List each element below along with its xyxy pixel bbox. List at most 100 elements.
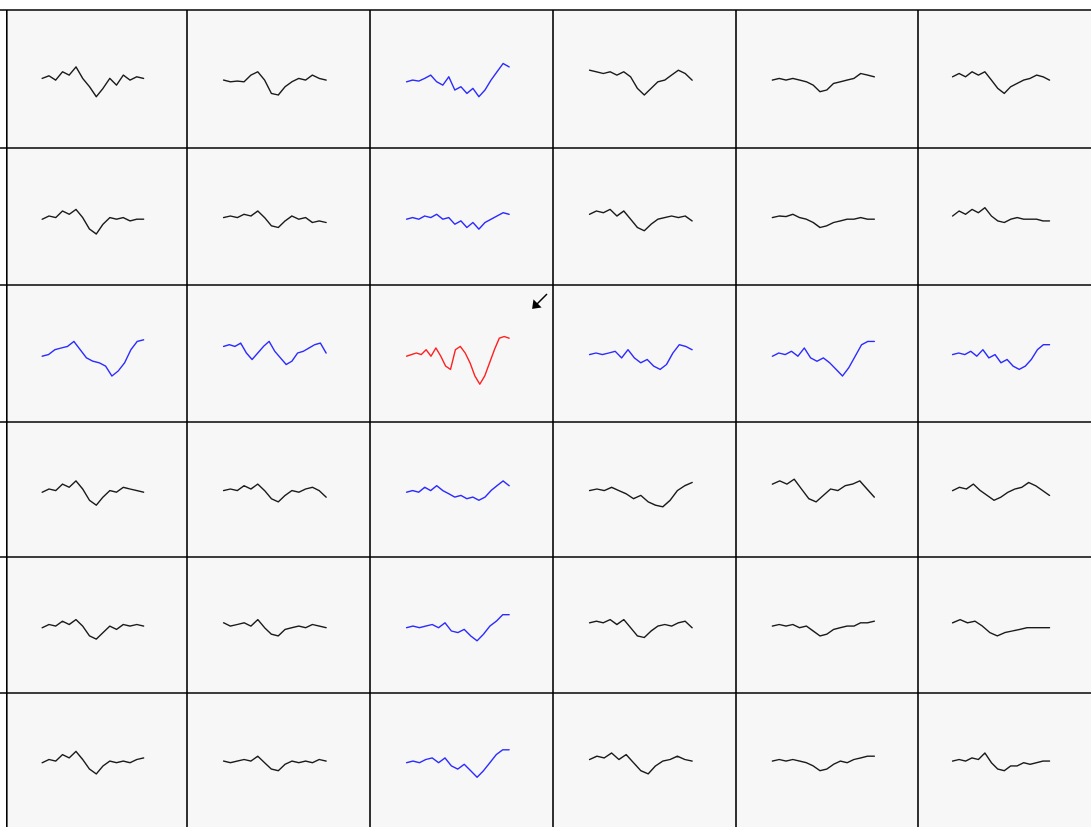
cells-layer bbox=[6, 10, 1091, 827]
cell-background bbox=[187, 422, 370, 557]
trace-line-r2-c1 bbox=[222, 340, 327, 366]
trace-line-r4-c3 bbox=[588, 618, 693, 639]
cell-r3-c4[interactable] bbox=[736, 422, 918, 557]
cell-r1-c1[interactable] bbox=[187, 148, 370, 285]
trace-line-r0-c1 bbox=[222, 71, 327, 96]
cell-background bbox=[6, 557, 187, 693]
cell-r0-c2[interactable] bbox=[370, 10, 553, 148]
trace-line-r5-c3 bbox=[588, 752, 693, 775]
trace-line-r3-c4 bbox=[771, 478, 875, 503]
trace-line-r1-c5 bbox=[951, 207, 1051, 224]
trace-line-r2-c4 bbox=[771, 340, 875, 377]
cell-r2-c4[interactable] bbox=[736, 285, 918, 422]
cell-background bbox=[736, 10, 918, 148]
trace-line-r3-c2 bbox=[405, 480, 510, 501]
trace-line-r2-c0 bbox=[41, 339, 145, 377]
cell-r5-c4[interactable] bbox=[736, 693, 918, 827]
cell-r1-c4[interactable] bbox=[736, 148, 918, 285]
cell-r5-c1[interactable] bbox=[187, 693, 370, 827]
cell-background bbox=[370, 693, 553, 827]
trace-line-r0-c4 bbox=[771, 72, 875, 93]
cell-r1-c5[interactable] bbox=[918, 148, 1091, 285]
cursor-layer bbox=[532, 293, 548, 309]
trace-line-r4-c2 bbox=[405, 614, 510, 642]
cell-r0-c4[interactable] bbox=[736, 10, 918, 148]
cell-background bbox=[736, 148, 918, 285]
cell-r1-c3[interactable] bbox=[553, 148, 736, 285]
cell-background bbox=[370, 285, 553, 422]
cell-background bbox=[918, 422, 1091, 557]
trace-line-r5-c1 bbox=[222, 755, 327, 772]
cell-background bbox=[187, 285, 370, 422]
trace-line-r2-c5 bbox=[951, 344, 1051, 371]
cell-background bbox=[553, 10, 736, 148]
trace-line-r0-c5 bbox=[951, 71, 1051, 95]
cell-r3-c2[interactable] bbox=[370, 422, 553, 557]
trace-line-r4-c0 bbox=[41, 618, 145, 640]
cell-r0-c3[interactable] bbox=[553, 10, 736, 148]
cell-background bbox=[187, 10, 370, 148]
cell-background bbox=[918, 693, 1091, 827]
cell-r4-c2[interactable] bbox=[370, 557, 553, 693]
cell-background bbox=[918, 285, 1091, 422]
trace-line-r5-c5 bbox=[951, 752, 1051, 772]
trace-line-r4-c1 bbox=[222, 618, 327, 637]
grid-lines bbox=[0, 9, 1091, 827]
cell-background bbox=[736, 693, 918, 827]
cell-r0-c5[interactable] bbox=[918, 10, 1091, 148]
cell-r0-c0[interactable] bbox=[6, 10, 187, 148]
cell-r4-c5[interactable] bbox=[918, 557, 1091, 693]
trace-line-r2-c3 bbox=[588, 344, 693, 371]
cell-background bbox=[187, 693, 370, 827]
cell-r3-c3[interactable] bbox=[553, 422, 736, 557]
cell-r2-c1[interactable] bbox=[187, 285, 370, 422]
cell-background bbox=[736, 422, 918, 557]
cell-background bbox=[6, 148, 187, 285]
cell-background bbox=[553, 693, 736, 827]
cell-r1-c2[interactable] bbox=[370, 148, 553, 285]
cell-background bbox=[187, 148, 370, 285]
cell-r2-c2[interactable] bbox=[370, 285, 553, 422]
cell-r5-c0[interactable] bbox=[6, 693, 187, 827]
cell-r4-c0[interactable] bbox=[6, 557, 187, 693]
trace-line-r1-c4 bbox=[771, 213, 875, 229]
trace-line-r1-c0 bbox=[41, 208, 145, 235]
cell-background bbox=[553, 148, 736, 285]
cell-r4-c1[interactable] bbox=[187, 557, 370, 693]
cell-r4-c4[interactable] bbox=[736, 557, 918, 693]
trace-line-r1-c3 bbox=[588, 208, 693, 232]
cell-r5-c2[interactable] bbox=[370, 693, 553, 827]
cell-r1-c0[interactable] bbox=[6, 148, 187, 285]
cell-r2-c5[interactable] bbox=[918, 285, 1091, 422]
cell-r3-c5[interactable] bbox=[918, 422, 1091, 557]
cell-r4-c3[interactable] bbox=[553, 557, 736, 693]
trace-line-r5-c2 bbox=[405, 749, 510, 778]
cell-background bbox=[370, 557, 553, 693]
cell-r3-c0[interactable] bbox=[6, 422, 187, 557]
cell-r5-c3[interactable] bbox=[553, 693, 736, 827]
cell-r2-c0[interactable] bbox=[6, 285, 187, 422]
trace-line-r5-c0 bbox=[41, 750, 145, 775]
cell-background bbox=[6, 693, 187, 827]
cursor-arrow-icon bbox=[532, 293, 548, 309]
cell-background bbox=[6, 10, 187, 148]
trace-line-r3-c1 bbox=[222, 483, 327, 503]
cell-r5-c5[interactable] bbox=[918, 693, 1091, 827]
trace-line-r3-c3 bbox=[588, 481, 693, 508]
trace-line-r1-c1 bbox=[222, 210, 327, 229]
cell-background bbox=[918, 148, 1091, 285]
cell-r0-c1[interactable] bbox=[187, 10, 370, 148]
cell-background bbox=[6, 422, 187, 557]
cell-r3-c1[interactable] bbox=[187, 422, 370, 557]
cell-r2-c3[interactable] bbox=[553, 285, 736, 422]
trace-line-r3-c5 bbox=[951, 481, 1051, 501]
trace-line-r4-c5 bbox=[951, 618, 1051, 637]
cell-background bbox=[370, 10, 553, 148]
cell-background bbox=[736, 285, 918, 422]
cell-background bbox=[918, 10, 1091, 148]
trace-line-r1-c2 bbox=[405, 212, 510, 230]
trace-line-r0-c2 bbox=[405, 62, 510, 98]
trace-line-r4-c4 bbox=[771, 620, 875, 637]
